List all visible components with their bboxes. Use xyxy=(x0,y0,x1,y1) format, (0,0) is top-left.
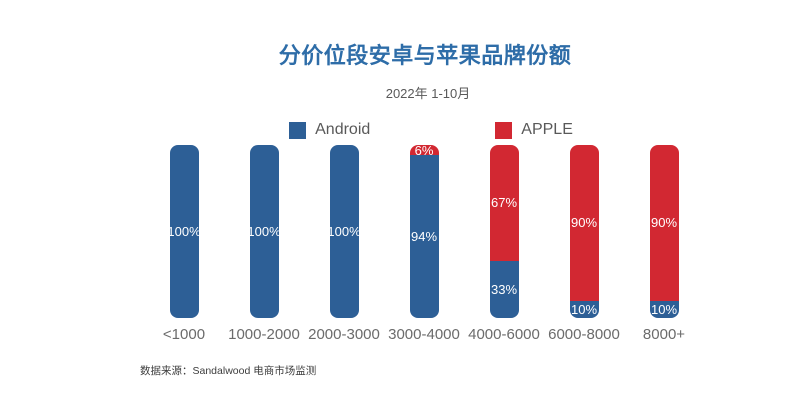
legend-item-android: Android xyxy=(289,121,370,139)
stacked-bar: 100% xyxy=(329,145,359,318)
bar-segment-apple: 90% xyxy=(649,145,679,301)
bar-segment-android: 33% xyxy=(489,260,519,318)
bar-value-label: 10% xyxy=(650,301,678,317)
bar-column: 67% 33% 4000-6000 xyxy=(464,145,544,343)
bar-segment-android: 100% xyxy=(169,145,199,318)
bar-segment-android: 100% xyxy=(249,145,279,318)
legend-label: APPLE xyxy=(521,121,573,138)
stacked-bar: 90% 10% xyxy=(649,145,679,318)
legend-swatch-android xyxy=(289,121,307,139)
bar-segment-android: 100% xyxy=(329,145,359,318)
bar-value-label: 100% xyxy=(169,224,199,239)
x-axis-label: <1000 xyxy=(162,326,206,343)
stacked-bar: 100% xyxy=(249,145,279,318)
stacked-bar: 100% xyxy=(169,145,199,318)
bar-column: 100% 1000-2000 xyxy=(224,145,304,343)
bar-value-label: 100% xyxy=(249,224,279,239)
bar-value-label: 6% xyxy=(414,145,434,158)
chart-title: 分价位段安卓与苹果品牌份额 xyxy=(278,43,572,68)
bar-value-label: 67% xyxy=(490,195,518,211)
legend-label: Android xyxy=(315,121,371,138)
bar-segment-apple: 67% xyxy=(489,145,519,261)
stacked-bar: 90% 10% xyxy=(569,145,599,318)
x-axis-label: 2000-3000 xyxy=(308,326,380,343)
bar-column: 90% 10% 8000+ xyxy=(624,145,704,343)
x-axis-label: 1000-2000 xyxy=(228,326,300,343)
bar-value-label: 94% xyxy=(410,229,438,245)
bar-segment-apple: 6% xyxy=(409,145,439,158)
chart-legend: Android APPLE xyxy=(31,121,800,139)
legend-swatch-apple xyxy=(495,121,513,139)
bar-segment-android: 10% xyxy=(649,300,679,318)
x-axis-label: 3000-4000 xyxy=(388,326,460,343)
stacked-bar: 67% 33% xyxy=(489,145,519,318)
stacked-bar-chart: 100% <1000 100% 1000-2000 100% 2000-3000 6% 94%… xyxy=(144,145,704,343)
bar-segment-android: 94% xyxy=(409,155,439,318)
bar-column: 100% <1000 xyxy=(144,145,224,343)
bar-value-label: 10% xyxy=(570,301,598,317)
bar-column: 6% 94% 3000-4000 xyxy=(384,145,464,343)
bar-column: 90% 10% 6000-8000 xyxy=(544,145,624,343)
x-axis-label: 8000+ xyxy=(642,326,686,343)
chart-subtitle: 2022年 1-10月 xyxy=(385,86,471,101)
bar-segment-android: 10% xyxy=(569,300,599,318)
bar-column: 100% 2000-3000 xyxy=(304,145,384,343)
legend-item-apple: APPLE xyxy=(495,121,573,139)
stacked-bar: 6% 94% xyxy=(409,145,439,318)
x-axis-label: 6000-8000 xyxy=(548,326,620,343)
bar-value-label: 90% xyxy=(650,215,678,231)
bar-value-label: 33% xyxy=(490,281,518,297)
bar-value-label: 90% xyxy=(570,215,598,231)
bar-value-label: 100% xyxy=(329,224,359,239)
data-source-note: 数据来源：Sandalwood 电商市场监测 xyxy=(140,365,317,377)
x-axis-label: 4000-6000 xyxy=(468,326,540,343)
bar-segment-apple: 90% xyxy=(569,145,599,301)
